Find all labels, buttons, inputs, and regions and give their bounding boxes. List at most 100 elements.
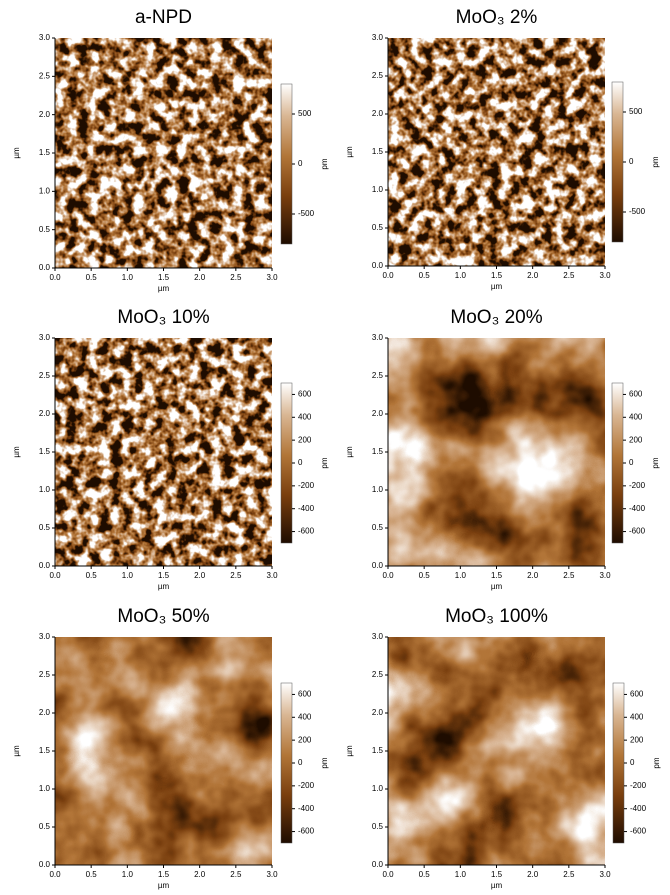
colorbar-tick-label: -500: [629, 207, 646, 216]
x-tick-label: 1.0: [122, 571, 134, 580]
x-tick-label: 1.5: [158, 870, 170, 879]
y-tick-label: 3.0: [372, 632, 384, 641]
colorbar-tick-label: 400: [298, 712, 312, 721]
colorbar-tick-label: 600: [629, 390, 643, 399]
colorbar-tick-label: 600: [298, 690, 312, 699]
y-tick-label: 0.0: [372, 561, 384, 570]
y-axis-label: µm: [345, 146, 354, 158]
x-tick-label: 0.0: [49, 870, 61, 879]
colorbar-tick-label: -600: [630, 827, 647, 836]
x-tick-label: 2.0: [527, 870, 539, 879]
colorbar-label: pm: [651, 457, 660, 468]
colorbar-tick-label: -600: [629, 527, 646, 536]
panel-title: MoO₃ 20%: [450, 307, 542, 328]
x-tick-label: 1.0: [122, 273, 134, 282]
colorbar-tick-label: -500: [298, 209, 315, 218]
y-tick-label: 2.0: [39, 110, 51, 119]
x-tick-label: 0.0: [382, 571, 394, 580]
x-tick-label: 0.5: [86, 870, 98, 879]
colorbar: [280, 83, 293, 245]
y-tick-label: 3.0: [39, 632, 51, 641]
y-axis-label: µm: [12, 446, 21, 458]
colorbar-tick-label: 200: [629, 435, 643, 444]
x-tick-label: 1.0: [455, 870, 467, 879]
y-axis-label: µm: [345, 446, 354, 458]
y-tick-label: 0.0: [39, 860, 51, 869]
colorbar-label: pm: [320, 457, 329, 468]
y-tick-label: 2.5: [39, 670, 51, 679]
y-tick-label: 3.0: [39, 33, 51, 42]
y-tick-label: 1.0: [39, 485, 51, 494]
colorbar-tick-label: -400: [298, 804, 315, 813]
y-tick-label: 1.0: [39, 784, 51, 793]
y-tick-label: 1.5: [39, 746, 51, 755]
colorbar-label: pm: [651, 156, 660, 167]
colorbar-tick-label: 0: [629, 458, 634, 467]
y-axis-label: µm: [12, 745, 21, 757]
x-axis-label: µm: [491, 582, 503, 591]
y-tick-label: 2.5: [372, 71, 384, 80]
afm-image: [388, 38, 605, 266]
x-axis-label: µm: [158, 582, 170, 591]
x-tick-label: 1.0: [122, 870, 134, 879]
colorbar-tick-label: 500: [629, 107, 643, 116]
x-tick-label: 3.0: [599, 870, 611, 879]
y-tick-label: 0.5: [39, 225, 51, 234]
y-tick-label: 2.0: [39, 708, 51, 717]
x-tick-label: 2.5: [563, 271, 575, 280]
x-tick-label: 1.5: [491, 571, 503, 580]
y-tick-label: 1.5: [39, 148, 51, 157]
x-tick-label: 1.0: [455, 271, 467, 280]
colorbar-tick-label: -400: [298, 504, 315, 513]
x-tick-label: 0.5: [86, 273, 98, 282]
x-tick-label: 2.5: [563, 571, 575, 580]
y-tick-label: 0.5: [372, 523, 384, 532]
colorbar-tick-label: 0: [298, 159, 303, 168]
panel-title: MoO₃ 10%: [117, 307, 209, 328]
x-tick-label: 2.0: [527, 271, 539, 280]
x-tick-label: 1.5: [491, 271, 503, 280]
x-tick-label: 3.0: [599, 571, 611, 580]
x-tick-label: 0.5: [419, 870, 431, 879]
colorbar-tick-label: 400: [629, 412, 643, 421]
colorbar-tick-label: -600: [298, 527, 315, 536]
colorbar-tick-label: -400: [629, 504, 646, 513]
x-tick-label: 1.5: [491, 870, 503, 879]
y-tick-label: 3.0: [39, 333, 51, 342]
colorbar-tick-label: -200: [630, 781, 647, 790]
colorbar-tick-label: 0: [630, 758, 635, 767]
colorbar-label: pm: [320, 158, 329, 169]
afm-image: [55, 38, 272, 268]
panel-title: a-NPD: [135, 7, 192, 28]
x-tick-label: 2.0: [194, 870, 206, 879]
y-tick-label: 2.5: [372, 371, 384, 380]
colorbar-tick-label: 600: [630, 690, 644, 699]
y-tick-label: 2.0: [372, 109, 384, 118]
panel-title: MoO₃ 100%: [445, 606, 548, 627]
colorbar-tick-label: 200: [630, 735, 644, 744]
x-axis-label: µm: [158, 881, 170, 890]
y-tick-label: 3.0: [372, 333, 384, 342]
afm-image: [388, 637, 605, 865]
x-tick-label: 3.0: [599, 271, 611, 280]
x-tick-label: 2.5: [563, 870, 575, 879]
x-axis-label: µm: [491, 282, 503, 291]
x-tick-label: 3.0: [266, 870, 278, 879]
colorbar-tick-label: 500: [298, 109, 312, 118]
colorbar-tick-label: 200: [298, 735, 312, 744]
y-tick-label: 2.5: [39, 371, 51, 380]
x-tick-label: 2.5: [230, 870, 242, 879]
x-tick-label: 1.5: [158, 273, 170, 282]
y-tick-label: 0.5: [372, 822, 384, 831]
x-axis-label: µm: [158, 284, 170, 293]
y-tick-label: 1.0: [372, 485, 384, 494]
colorbar-tick-label: 0: [629, 157, 634, 166]
x-tick-label: 2.0: [194, 273, 206, 282]
x-tick-label: 3.0: [266, 273, 278, 282]
y-axis-label: µm: [12, 147, 21, 159]
colorbar: [280, 682, 293, 844]
x-tick-label: 1.0: [455, 571, 467, 580]
y-tick-label: 1.5: [372, 447, 384, 456]
y-tick-label: 0.0: [39, 561, 51, 570]
